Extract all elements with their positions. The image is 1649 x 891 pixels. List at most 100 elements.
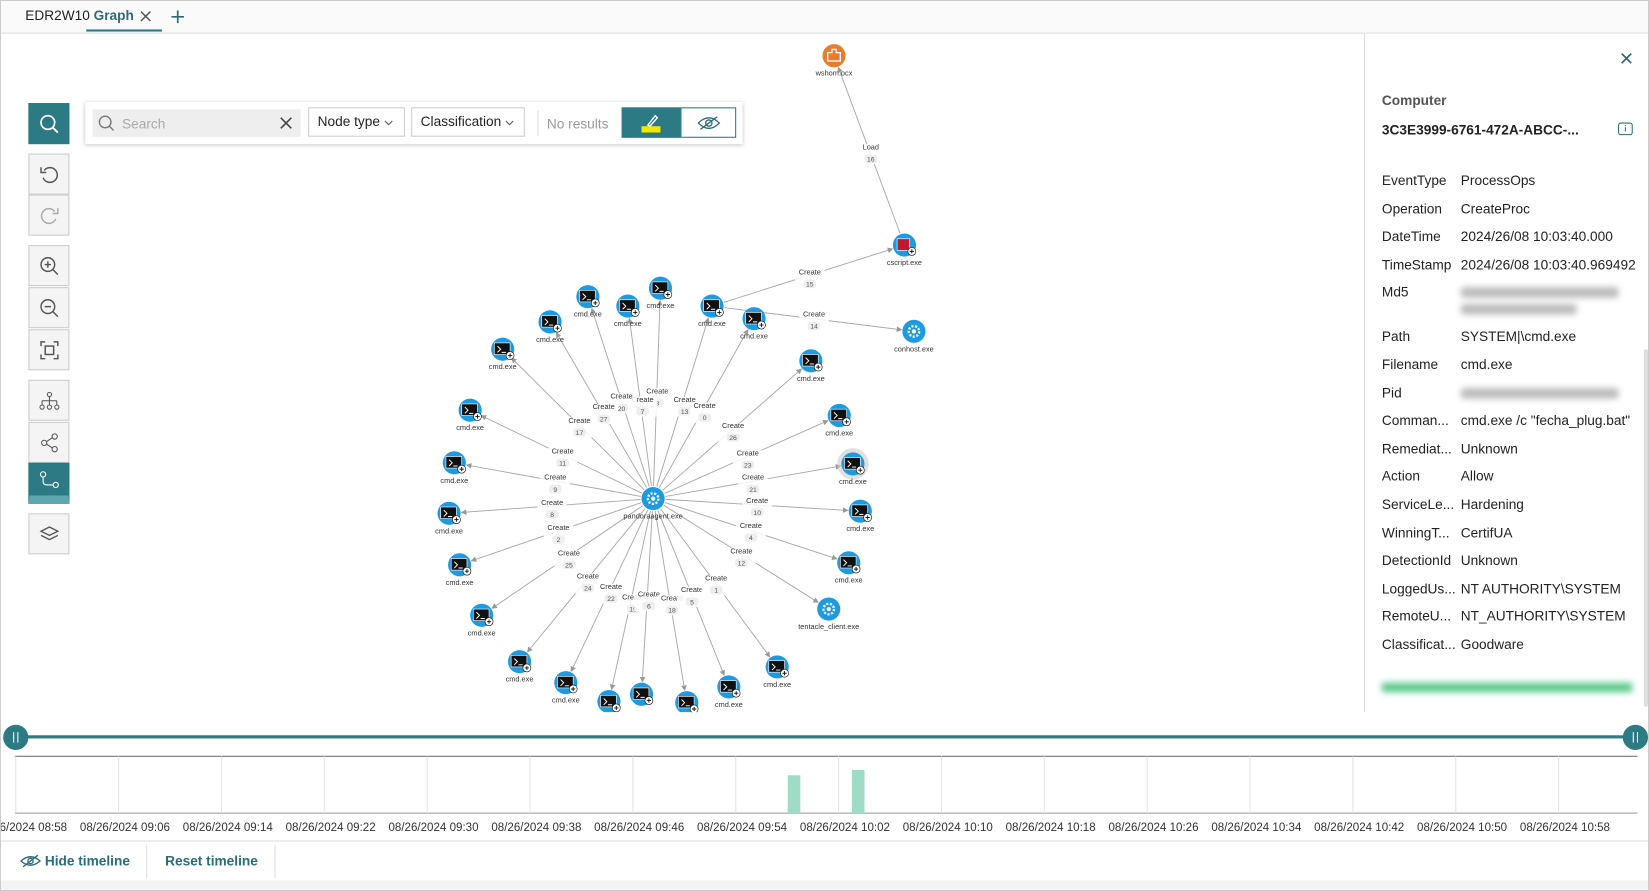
edge-number-bg — [581, 583, 595, 593]
node-label: conhost.exe — [894, 344, 934, 353]
node-label: cmd.exe — [468, 628, 496, 637]
graph-node[interactable] — [765, 655, 789, 679]
graph-node[interactable] — [491, 337, 515, 361]
graph-node[interactable] — [848, 499, 872, 523]
graph-node[interactable] — [717, 675, 741, 699]
node-type-dropdown[interactable]: Node type — [308, 107, 405, 137]
edge-label: Create — [646, 386, 668, 395]
zoom-out[interactable] — [28, 287, 70, 329]
property-key: Classificat... — [1381, 636, 1456, 653]
graph-node[interactable] — [442, 451, 467, 475]
layout-tree[interactable] — [28, 379, 70, 421]
edge-label-bg — [738, 474, 768, 495]
node-badge — [665, 292, 670, 297]
graph-node[interactable] — [538, 310, 562, 334]
button-label: Hide timeline — [44, 853, 130, 869]
graph-node[interactable] — [629, 682, 654, 706]
visibility-button[interactable] — [680, 107, 737, 138]
edge-label: Create — [730, 546, 752, 555]
property-value: NT_AUTHORITY\SYSTEM — [1460, 608, 1626, 625]
property-value: 2024/26/08 10:03:40.000 — [1460, 228, 1613, 245]
property-value: Hardening — [1460, 496, 1524, 513]
node-glyph — [678, 696, 695, 709]
layout-force[interactable] — [28, 421, 70, 463]
separator — [537, 110, 539, 136]
range-handle-end[interactable] — [1622, 724, 1649, 751]
computer-id: 3C3E3999-6761-472A-ABCC-... — [1381, 122, 1579, 138]
edge-number-bg — [548, 484, 562, 494]
close-panel[interactable] — [1621, 53, 1633, 65]
layers[interactable] — [28, 513, 70, 555]
info-icon[interactable] — [1618, 122, 1634, 138]
edge-label: Create — [611, 392, 633, 401]
graph-node[interactable] — [837, 551, 861, 575]
graph-node[interactable] — [902, 319, 926, 343]
graph-node[interactable] — [817, 597, 841, 621]
node-badge — [486, 619, 492, 624]
node-badge — [475, 414, 480, 419]
graph-node[interactable] — [597, 690, 621, 713]
tab-active[interactable]: Graph — [93, 7, 134, 24]
histogram — [14, 755, 1638, 814]
graph-node[interactable] — [822, 44, 846, 68]
node-glyph — [822, 602, 836, 616]
highlight-button[interactable] — [621, 107, 681, 138]
edge-number: 2 — [557, 537, 561, 544]
add-tab[interactable] — [170, 9, 185, 24]
property-value: NT AUTHORITY\SYSTEM — [1460, 580, 1621, 597]
graph-node[interactable] — [742, 307, 766, 331]
classification-dropdown[interactable]: Classification — [411, 107, 525, 137]
graph-node[interactable] — [458, 398, 482, 422]
edge-number-bg — [573, 428, 586, 437]
redo[interactable] — [28, 194, 70, 236]
search-tool[interactable] — [28, 103, 70, 145]
graph-node[interactable] — [675, 691, 699, 713]
graph-node[interactable] — [641, 487, 665, 511]
tab-close[interactable] — [140, 11, 152, 23]
edge-number: 26 — [729, 435, 737, 442]
node-label: tentacle_client.exe — [798, 622, 859, 631]
graph-node[interactable] — [616, 294, 640, 318]
timeline-label: 08/26/2024 09:06 — [79, 821, 170, 835]
node-glyph — [513, 658, 523, 666]
graph-node[interactable] — [437, 501, 461, 525]
search-input[interactable]: Search — [92, 109, 301, 137]
reset-timeline[interactable]: Reset timeline — [165, 853, 258, 869]
graph-node[interactable] — [448, 553, 472, 577]
property-value: Unknown — [1460, 440, 1518, 457]
graph-node[interactable] — [799, 349, 823, 373]
scrollbar — [1643, 349, 1649, 707]
edge-label: Create — [541, 498, 563, 507]
node-label: cmd.exe — [614, 319, 642, 328]
graph-node[interactable] — [700, 294, 724, 318]
graph-node[interactable] — [507, 650, 532, 674]
property-row: DetectionId Unknown — [1382, 552, 1645, 580]
graph-node[interactable] — [648, 276, 673, 300]
graph-node[interactable] — [827, 403, 851, 428]
tab[interactable]: EDR2W10 — [25, 7, 90, 24]
edge-label: Create — [674, 395, 696, 404]
graph-node[interactable] — [837, 448, 869, 480]
property-value: CreateProc — [1460, 200, 1530, 217]
edge-label: Create — [544, 473, 566, 482]
fit-view[interactable] — [28, 329, 70, 371]
node-label: cmd.exe — [446, 578, 474, 587]
edge-number: 7 — [641, 409, 645, 416]
range-handle-start[interactable] — [3, 724, 29, 751]
layout-radial[interactable] — [28, 462, 70, 504]
timeline-label: 08/26/2024 09:38 — [491, 821, 582, 835]
edge-number: 9 — [553, 487, 557, 494]
edge-label: Create — [661, 594, 683, 603]
graph-node[interactable] — [576, 285, 600, 309]
graph-node[interactable] — [470, 603, 494, 627]
clear-search[interactable] — [280, 117, 293, 130]
graph-node[interactable] — [892, 233, 917, 257]
edge-number-bg — [642, 601, 656, 611]
undo[interactable] — [28, 153, 70, 195]
edge-label-bg — [573, 573, 603, 594]
node-label: cmd.exe — [763, 680, 791, 689]
hide-timeline[interactable]: Hide timeline — [20, 853, 130, 869]
zoom-in[interactable] — [28, 245, 70, 287]
graph-node[interactable] — [554, 671, 578, 695]
timeline-label: 08/26/2024 09:54 — [697, 821, 788, 835]
